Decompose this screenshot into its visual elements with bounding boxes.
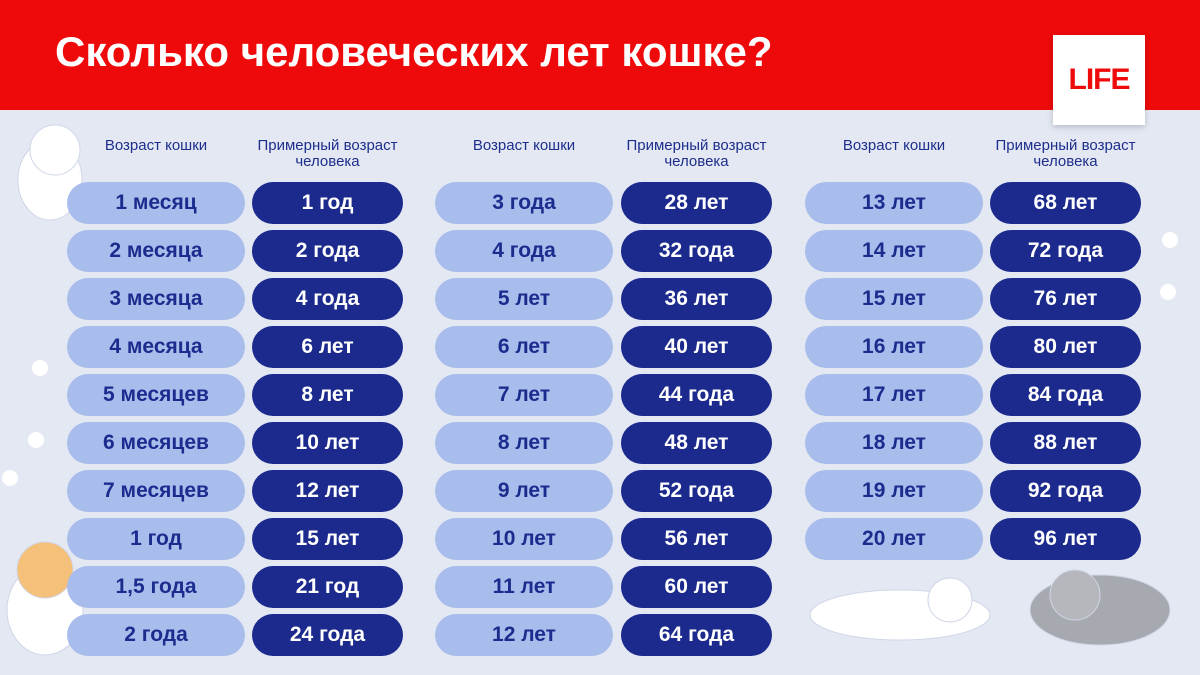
human-age: 72 года xyxy=(990,230,1141,272)
human-age: 2 года xyxy=(252,230,403,272)
cat-age: 14 лет xyxy=(805,230,983,272)
cat-age: 2 месяца xyxy=(67,230,245,272)
header-band xyxy=(0,0,1200,110)
human-age: 15 лет xyxy=(252,518,403,560)
cat-age: 16 лет xyxy=(805,326,983,368)
column-header: Возраст кошки xyxy=(472,137,576,154)
column-header: Примерный возраст человека xyxy=(995,137,1136,170)
cat-age: 1 месяц xyxy=(67,182,245,224)
cat-age: 4 года xyxy=(435,230,613,272)
human-age: 84 года xyxy=(990,374,1141,416)
human-age: 32 года xyxy=(621,230,772,272)
human-age: 52 года xyxy=(621,470,772,512)
human-age: 92 года xyxy=(990,470,1141,512)
cat-age: 13 лет xyxy=(805,182,983,224)
cat-age: 20 лет xyxy=(805,518,983,560)
cat-age: 10 лет xyxy=(435,518,613,560)
cat-age: 4 месяца xyxy=(67,326,245,368)
human-age: 4 года xyxy=(252,278,403,320)
human-age: 36 лет xyxy=(621,278,772,320)
human-age: 56 лет xyxy=(621,518,772,560)
logo: LIFE xyxy=(1053,35,1145,125)
cat-age: 9 лет xyxy=(435,470,613,512)
human-age: 68 лет xyxy=(990,182,1141,224)
human-age: 48 лет xyxy=(621,422,772,464)
cat-age: 18 лет xyxy=(805,422,983,464)
title: Сколько человеческих лет кошке? xyxy=(55,28,773,75)
cat-age: 1,5 года xyxy=(67,566,245,608)
human-age: 76 лет xyxy=(990,278,1141,320)
human-age: 8 лет xyxy=(252,374,403,416)
column-header: Примерный возраст человека xyxy=(626,137,767,170)
human-age: 60 лет xyxy=(621,566,772,608)
cat-age: 5 лет xyxy=(435,278,613,320)
cat-age: 1 год xyxy=(67,518,245,560)
human-age: 88 лет xyxy=(990,422,1141,464)
human-age: 12 лет xyxy=(252,470,403,512)
human-age: 80 лет xyxy=(990,326,1141,368)
cat-age: 6 лет xyxy=(435,326,613,368)
human-age: 24 года xyxy=(252,614,403,656)
cat-age: 19 лет xyxy=(805,470,983,512)
human-age: 64 года xyxy=(621,614,772,656)
cat-age: 11 лет xyxy=(435,566,613,608)
cat-age: 7 месяцев xyxy=(67,470,245,512)
cat-age: 5 месяцев xyxy=(67,374,245,416)
cat-age: 3 года xyxy=(435,182,613,224)
human-age: 21 год xyxy=(252,566,403,608)
cat-age: 7 лет xyxy=(435,374,613,416)
human-age: 1 год xyxy=(252,182,403,224)
column-header: Возраст кошки xyxy=(842,137,946,154)
human-age: 96 лет xyxy=(990,518,1141,560)
human-age: 10 лет xyxy=(252,422,403,464)
cat-age: 2 года xyxy=(67,614,245,656)
human-age: 40 лет xyxy=(621,326,772,368)
human-age: 28 лет xyxy=(621,182,772,224)
cat-age: 8 лет xyxy=(435,422,613,464)
cat-age: 15 лет xyxy=(805,278,983,320)
cat-age: 17 лет xyxy=(805,374,983,416)
column-header: Примерный возраст человека xyxy=(257,137,398,170)
cat-age: 3 месяца xyxy=(67,278,245,320)
cat-age: 6 месяцев xyxy=(67,422,245,464)
human-age: 44 года xyxy=(621,374,772,416)
human-age: 6 лет xyxy=(252,326,403,368)
column-header: Возраст кошки xyxy=(104,137,208,154)
cat-age: 12 лет xyxy=(435,614,613,656)
